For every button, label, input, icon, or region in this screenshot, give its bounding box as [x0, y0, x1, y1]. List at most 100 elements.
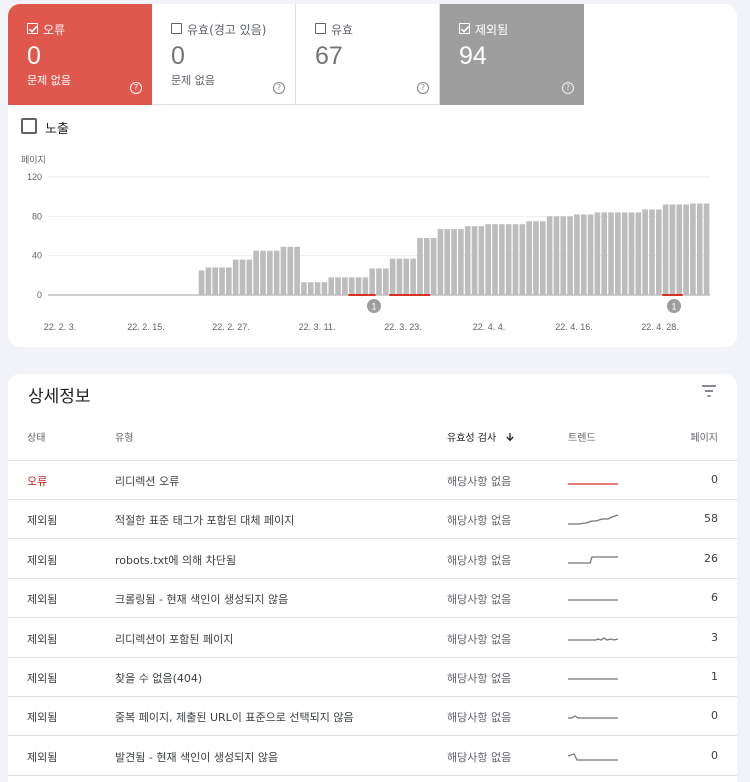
- row-status: 제외됨: [27, 672, 58, 685]
- chart-bar: [574, 214, 580, 295]
- row-pages: 3: [711, 630, 718, 644]
- x-tick-label: 22. 2. 3.: [44, 322, 77, 332]
- row-type: 발견됨 - 현재 색인이 생성되지 않음: [115, 750, 279, 764]
- chart-bar: [246, 259, 253, 295]
- chart-bar: [444, 229, 451, 295]
- tile-error[interactable]: 오류 0 문제 없음 ?: [8, 4, 152, 105]
- row-validation: 해당사항 없음: [447, 672, 512, 685]
- help-icon[interactable]: ?: [417, 82, 429, 94]
- x-tick-label: 22. 4. 4.: [473, 322, 506, 332]
- chart-bar: [649, 209, 655, 295]
- chart-bar: [662, 204, 669, 295]
- tile-valid[interactable]: 유효 67 ?: [296, 4, 440, 105]
- row-pages: 0: [711, 473, 718, 486]
- tile-valid-title: 유효: [331, 23, 354, 37]
- table-row[interactable]: 제외됨 robots.txt에 의해 차단됨 해당사항 없음 26: [8, 540, 737, 579]
- table-row[interactable]: 제외됨 발견됨 - 현재 색인이 생성되지 않음 해당사항 없음 0: [8, 737, 737, 776]
- annotation-marker: [367, 299, 381, 313]
- chart-bar: [219, 267, 225, 295]
- header-validation[interactable]: 유효성 검사: [447, 429, 515, 444]
- row-type: 적절한 표준 태그가 포함된 대체 페이지: [115, 514, 295, 528]
- chart-bar: [690, 203, 696, 295]
- row-type: 중복 페이지, 제출된 URL이 표준으로 선택되지 않음: [115, 711, 354, 725]
- table-row[interactable]: 제외됨 리디렉션이 포함된 페이지 해당사항 없음 3: [8, 619, 737, 658]
- chart-ylabel: 페이지: [21, 155, 46, 165]
- annotation-label: 1: [371, 302, 376, 312]
- table-row[interactable]: 제외됨 크롤링됨 - 현재 색인이 생성되지 않음 해당사항 없음 6: [8, 579, 737, 619]
- error-bar: [396, 294, 403, 296]
- header-trend: 트렌드: [568, 433, 596, 444]
- chart-bar: [226, 267, 232, 295]
- chart-bar: [546, 216, 553, 295]
- error-bar: [402, 294, 410, 296]
- chart-bar: [342, 277, 348, 295]
- table-row[interactable]: 제외됨 찾을 수 없음(404) 해당사항 없음 1: [8, 658, 737, 697]
- x-tick-label: 22. 2. 15.: [127, 322, 165, 332]
- row-pages: 26: [704, 551, 718, 565]
- tile-excluded[interactable]: 제외됨 94 ?: [440, 4, 584, 105]
- tile-valid-warning[interactable]: 유효(경고 있음) 0 문제 없음 ?: [152, 4, 296, 105]
- chart-bar: [567, 216, 573, 295]
- table-row[interactable]: 오류 리디렉션 오류 해당사항 없음 0: [8, 461, 737, 500]
- x-tick-label: 22. 3. 11.: [299, 322, 336, 332]
- header-status[interactable]: 상태: [27, 433, 46, 444]
- tile-valid-warning-sub: 문제 없음: [171, 74, 215, 87]
- trend-sparkline: [568, 509, 620, 532]
- table-row[interactable]: 제외됨 중복 페이지, 제출된 URL이 표준으로 선택되지 않음 해당사항 없음 0: [8, 697, 737, 737]
- chart-bar: [560, 216, 567, 295]
- help-icon[interactable]: ?: [130, 82, 142, 94]
- impressions-checkbox[interactable]: [21, 118, 37, 134]
- chart-bar: [478, 226, 485, 295]
- arrow-down-icon: [506, 433, 515, 442]
- row-type: 찾을 수 없음(404): [115, 672, 203, 685]
- tile-error-title: 오류: [43, 23, 66, 37]
- chart-bar: [669, 204, 676, 295]
- help-icon[interactable]: ?: [562, 82, 574, 94]
- row-pages: 6: [711, 591, 718, 605]
- status-tiles: 오류 0 문제 없음 ? 유효(경고 있음) 0 문제 없음 ? 유효 67 ?…: [8, 4, 584, 105]
- chart-bar: [280, 246, 287, 295]
- chart-bar: [485, 224, 492, 295]
- chart-bar: [301, 282, 307, 295]
- row-validation: 해당사항 없음: [447, 632, 512, 646]
- trend-sparkline: [568, 628, 620, 651]
- chart-bar: [355, 277, 362, 295]
- chart-bar: [608, 212, 614, 295]
- chart-bar: [512, 224, 519, 295]
- chart-bar: [464, 226, 471, 295]
- details-card: 상세정보 상태 유형 유효성 검사 트렌드 페이지 오류 리디렉션 오류 해당사항 …: [8, 374, 737, 782]
- header-pages[interactable]: 페이지: [690, 433, 718, 444]
- annotation-label: 1: [671, 302, 676, 312]
- chart-bar: [417, 237, 423, 295]
- error-bar: [368, 294, 376, 296]
- details-table-header: 상태 유형 유효성 검사 트렌드 페이지: [8, 421, 737, 461]
- chart-bar: [519, 224, 526, 295]
- chart-bar: [601, 212, 608, 295]
- row-validation: 해당사항 없음: [447, 750, 512, 764]
- error-bar: [416, 294, 424, 296]
- error-bar: [389, 294, 397, 296]
- trend-sparkline: [567, 746, 620, 769]
- filter-icon[interactable]: [701, 384, 717, 398]
- trend-sparkline: [568, 549, 620, 572]
- row-pages: 1: [711, 670, 718, 683]
- chart-bar: [615, 212, 621, 295]
- chart-bar: [642, 209, 648, 295]
- chart-bar: [423, 237, 430, 295]
- chart-bar: [703, 203, 710, 295]
- chart-bar: [362, 277, 369, 295]
- row-type: 크롤링됨 - 현재 색인이 생성되지 않음: [115, 593, 289, 607]
- chart-bar: [533, 221, 539, 295]
- check-icon: [27, 23, 38, 34]
- chart-bar: [260, 250, 266, 295]
- row-status: 제외됨: [27, 750, 58, 764]
- error-bar: [423, 294, 431, 296]
- error-bar: [355, 294, 362, 296]
- help-icon[interactable]: ?: [273, 82, 285, 94]
- annotation-marker: [667, 299, 681, 313]
- table-row[interactable]: 제외됨 적절한 표준 태그가 포함된 대체 페이지 해당사항 없음 58: [8, 500, 737, 540]
- chart-bar: [526, 221, 532, 295]
- trend-sparkline: [568, 470, 620, 493]
- header-type[interactable]: 유형: [115, 433, 134, 444]
- chart-bar: [314, 282, 321, 295]
